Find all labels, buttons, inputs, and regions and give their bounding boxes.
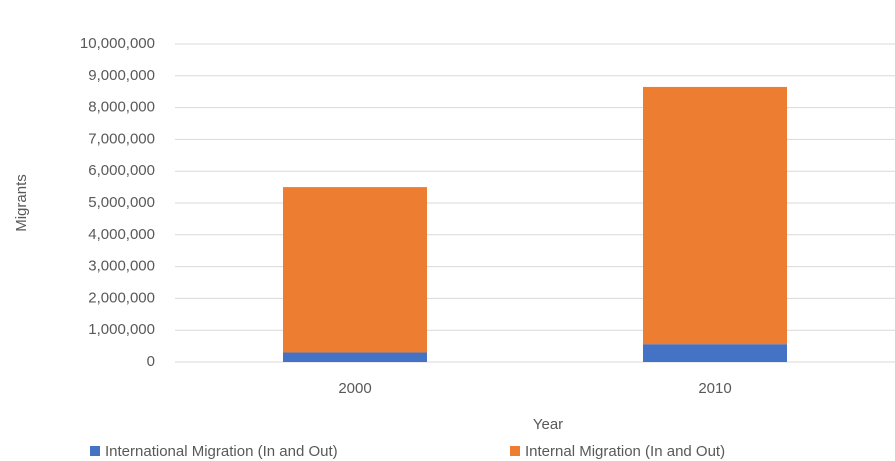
legend-label: Internal Migration (In and Out): [525, 443, 725, 460]
legend-swatch: [90, 446, 100, 456]
y-tick-label: 3,000,000: [88, 258, 155, 275]
y-tick-label: 8,000,000: [88, 99, 155, 116]
x-tick-label: 2010: [698, 380, 731, 397]
y-tick-label: 5,000,000: [88, 194, 155, 211]
legend-swatch: [510, 446, 520, 456]
legend-label: International Migration (In and Out): [105, 443, 338, 460]
y-tick-label: 2,000,000: [88, 289, 155, 306]
y-tick-label: 7,000,000: [88, 130, 155, 147]
bar-segment: [643, 344, 787, 362]
bar-segment: [283, 352, 427, 362]
y-tick-label: 1,000,000: [88, 321, 155, 338]
bar-segment: [643, 86, 787, 345]
y-axis-title: Migrants: [13, 174, 30, 232]
bar-segment: [283, 187, 427, 353]
y-tick-label: 10,000,000: [80, 35, 155, 52]
y-tick-label: 4,000,000: [88, 226, 155, 243]
y-tick-label: 9,000,000: [88, 67, 155, 84]
y-tick-label: 0: [147, 353, 155, 370]
y-tick-label: 6,000,000: [88, 162, 155, 179]
x-axis-title: Year: [533, 416, 563, 433]
x-tick-label: 2000: [338, 380, 371, 397]
